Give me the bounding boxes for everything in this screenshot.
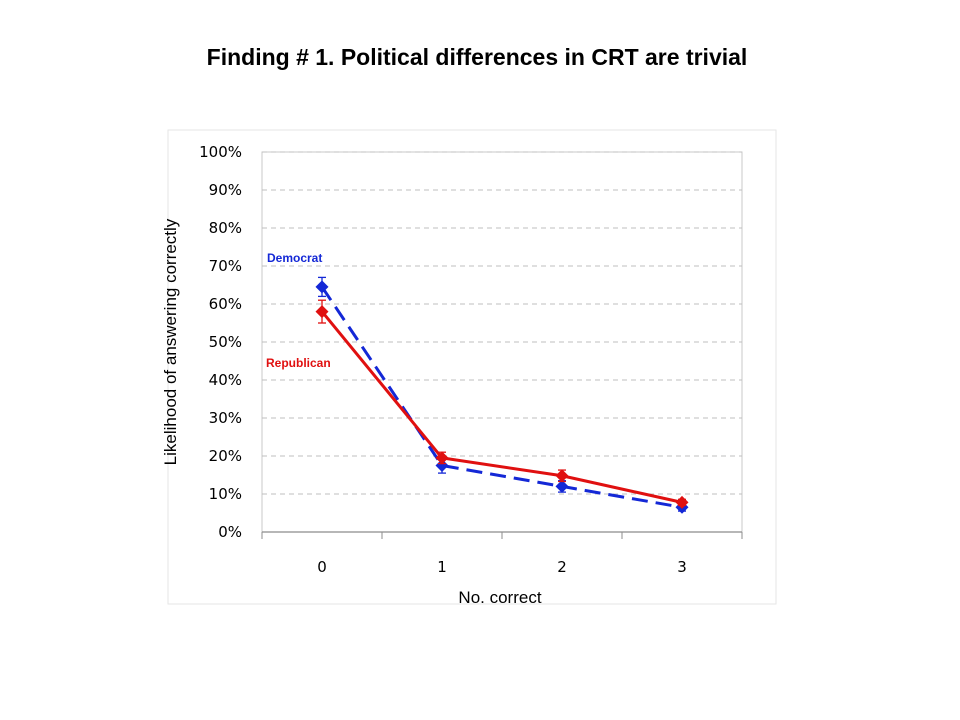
data-point-democrat: [315, 280, 329, 294]
data-point-republican: [675, 495, 689, 509]
series-layer: [315, 276, 689, 514]
data-point-republican: [315, 305, 329, 319]
y-tick-label: 60%: [209, 295, 242, 313]
series-line-democrat: [320, 286, 683, 509]
series-line-republican: [320, 310, 683, 504]
series-republican: [315, 299, 689, 509]
y-tick-label: 30%: [209, 409, 242, 427]
y-tick-label: 80%: [209, 219, 242, 237]
grid-lines: [262, 151, 742, 495]
x-axis-ticks: 0 1 2 3: [261, 532, 743, 576]
x-tick-label: 0: [317, 558, 327, 576]
y-axis-ticks: 0% 10% 20% 30% 40% 50% 60% 70% 80% 90% 100%: [199, 143, 242, 541]
data-point-democrat: [555, 479, 569, 493]
series-label-democrat: Democrat: [267, 251, 322, 265]
y-tick-label: 90%: [209, 181, 242, 199]
slide-title: Finding # 1. Political differences in CR…: [206, 44, 748, 70]
y-tick-label: 20%: [209, 447, 242, 465]
data-point-republican: [555, 469, 569, 483]
y-tick-label: 10%: [209, 485, 242, 503]
x-tick-label: 2: [557, 558, 567, 576]
series-label-republican: Republican: [266, 356, 331, 370]
data-point-democrat: [435, 459, 449, 472]
data-point-republican: [435, 451, 449, 465]
x-tick-label: 1: [437, 558, 447, 576]
y-tick-label: 50%: [209, 333, 242, 351]
y-axis-title: Likelihood of answering correctly: [161, 218, 180, 465]
y-tick-label: 0%: [218, 523, 242, 541]
y-tick-label: 70%: [209, 257, 242, 275]
x-axis-title: No. correct: [458, 588, 541, 607]
y-tick-label: 40%: [209, 371, 242, 389]
series-democrat: [315, 276, 689, 514]
y-tick-label: 100%: [199, 143, 242, 161]
x-tick-label: 3: [677, 558, 687, 576]
